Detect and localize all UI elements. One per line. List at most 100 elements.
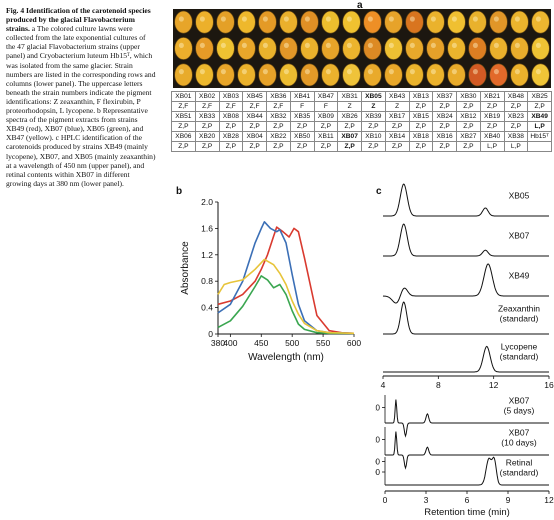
hplc-trace [385, 456, 549, 486]
lawn-highlight [178, 69, 184, 75]
strain-name-cell: XB08 [218, 111, 244, 122]
strain-name-cell: XB13 [408, 91, 434, 102]
strain-name-cell: XB27 [456, 131, 481, 142]
culture-lawn [468, 10, 487, 34]
lawn-highlight [283, 16, 289, 22]
pigment-cell: Z,F [194, 101, 220, 112]
lawn-highlight [220, 69, 226, 75]
x-tick-label: 500 [285, 338, 299, 348]
lawn-highlight [451, 69, 457, 75]
strain-name-cell: XB50 [289, 131, 315, 142]
hplc-trace [383, 345, 549, 373]
panel-label-b: b [176, 186, 183, 197]
lawn-highlight [241, 16, 247, 22]
pigment-cell: Z,P [266, 141, 291, 152]
strain-name-cell: XB17 [384, 111, 410, 122]
lawn-highlight [493, 69, 499, 75]
x-tick-label: 9 [506, 495, 511, 505]
spectrum-line-xb05 [217, 275, 354, 335]
y-tick-label: 200 [375, 468, 381, 477]
lawn-highlight [283, 69, 289, 75]
lawn-highlight [430, 42, 436, 48]
pigment-row: Z,F Z,F Z,F Z,F Z,F F F Z Z Z Z,P Z,P Z,P Z,P Z,P Z,P [171, 101, 552, 112]
strain-name-cell: XB07 [337, 131, 362, 142]
lawn-highlight [304, 42, 310, 48]
spectrum-line-xb47 [217, 258, 355, 335]
lawn-highlight [178, 42, 184, 48]
lawn-highlight [346, 69, 352, 75]
pigment-cell: Z,P [384, 121, 410, 132]
y-tick-label: 20 [375, 435, 381, 444]
pigment-cell: Z,P [527, 101, 552, 112]
strain-name-cell: XB14 [384, 131, 410, 142]
culture-lawn [426, 10, 445, 34]
pigment-cell: Z,P [432, 121, 457, 132]
pigment-cell: L,P [527, 121, 552, 132]
culture-lawn [237, 63, 256, 87]
strain-name-cell: XB38 [503, 131, 529, 142]
strain-table: XB01 XB02 XB03 XB45 XB36 XB41 XB47 XB31 XB05 XB43… [171, 91, 552, 152]
lawn-highlight [535, 69, 541, 75]
strain-name-cell: XB03 [218, 91, 244, 102]
lawn-highlight [472, 42, 478, 48]
culture-lawn [531, 63, 550, 87]
lawn-highlight [241, 42, 247, 48]
culture-lawn [510, 63, 529, 87]
pigment-cell: Z,P [408, 121, 434, 132]
pigment-cell: Z,P [313, 141, 339, 152]
culture-lawn [363, 63, 382, 87]
trace-label: Lycopene [501, 341, 538, 351]
lawn-highlight [199, 16, 205, 22]
trace-label: Retinal [506, 458, 533, 468]
culture-lawn [216, 63, 235, 87]
culture-lawn [300, 37, 319, 60]
culture-lawn [174, 63, 193, 87]
trace-label: (standard) [500, 468, 539, 478]
culture-lawn [468, 37, 487, 60]
pigment-cell: Z,P [337, 121, 362, 132]
pigment-cell: Z,P [432, 101, 457, 112]
strain-name-cell: XB09 [313, 111, 339, 122]
strain-name-cell: XB04 [242, 131, 267, 142]
lawn-highlight [199, 69, 205, 75]
culture-lawn [258, 37, 277, 60]
pigment-cell: Z,P [218, 141, 244, 152]
culture-lawn [195, 37, 214, 60]
strain-name-cell: XB10 [361, 131, 386, 142]
culture-lawn [468, 63, 487, 87]
culture-tubes-photo [173, 9, 551, 88]
lawn-highlight [262, 16, 268, 22]
pigment-cell: Z,P [266, 121, 291, 132]
strain-name-row: XB51 XB33 XB08 XB44 XB32 XB35 XB09 XB26 XB39 XB17… [171, 111, 552, 122]
pigment-cell: Z,P [194, 141, 220, 152]
pigment-cell: F [289, 101, 315, 112]
lawn-highlight [367, 42, 373, 48]
lawn-highlight [535, 42, 541, 48]
x-tick-label: 450 [254, 338, 268, 348]
lawn-highlight [178, 16, 184, 22]
culture-lawn [447, 63, 466, 87]
strain-name-cell: XB21 [479, 91, 505, 102]
pigment-row: Z,P Z,P Z,P Z,P Z,P Z,P Z,P Z,P Z,P Z,P Z,P Z,P Z,P Z… [171, 121, 552, 132]
culture-lawn [321, 63, 340, 87]
pigment-cell: Z [384, 101, 410, 112]
strain-name-row: XB06 XB20 XB28 XB04 XB22 XB50 XB11 XB07 XB10 XB14… [171, 131, 552, 142]
x-tick-label: 12 [489, 380, 499, 390]
lawn-highlight [283, 42, 289, 48]
pigment-cell: Z,P [242, 141, 267, 152]
pigment-cell: Z,P [503, 101, 529, 112]
strain-name-cell: XB48 [503, 91, 529, 102]
lawn-highlight [472, 69, 478, 75]
strain-name-cell: XB02 [194, 91, 220, 102]
lawn-highlight [241, 69, 247, 75]
x-tick-label: 16 [544, 380, 554, 390]
trace-label: XB07 [509, 230, 530, 240]
panel-label-a: a [357, 0, 363, 11]
panel-label-c: c [376, 186, 382, 197]
pigment-cell: L,P [503, 141, 529, 152]
pigment-cell: F [313, 101, 339, 112]
x-tick-label: 600 [347, 338, 361, 348]
x-tick-label: 6 [465, 495, 470, 505]
y-tick-label: 20 [375, 403, 381, 412]
x-tick-label: 380 [211, 338, 225, 348]
